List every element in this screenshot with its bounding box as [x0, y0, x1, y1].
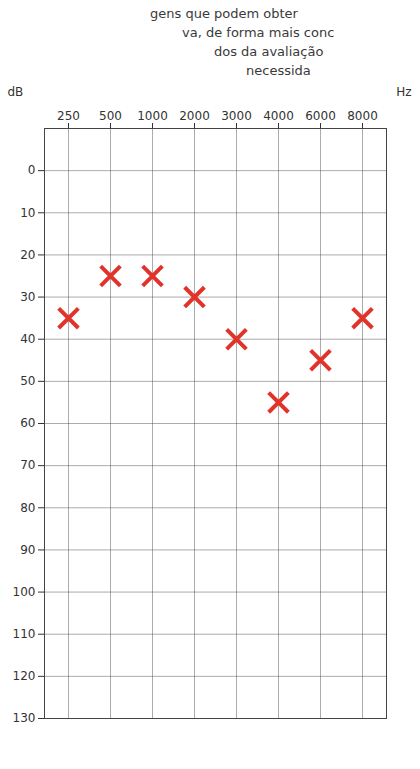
svg-text:6000: 6000	[305, 109, 336, 123]
svg-text:dB: dB	[8, 85, 24, 99]
html-text:gens que podem obter: gens que podem obter	[150, 6, 298, 21]
html-text:necessida: necessida	[246, 63, 311, 78]
svg-text:0: 0	[28, 163, 36, 177]
svg-text:30: 30	[20, 290, 35, 304]
svg-text:120: 120	[13, 669, 36, 683]
html-text:dos da avaliação: dos da avaliação	[214, 44, 324, 59]
html-text:va, de forma mais conc: va, de forma mais conc	[182, 25, 335, 40]
svg-text:80: 80	[20, 501, 35, 515]
svg-text:50: 50	[20, 374, 35, 388]
svg-text:Hz: Hz	[396, 85, 411, 99]
svg-text:60: 60	[20, 416, 35, 430]
svg-text:130: 130	[13, 711, 36, 725]
svg-text:40: 40	[20, 332, 35, 346]
svg-text:1000: 1000	[137, 109, 168, 123]
svg-text:4000: 4000	[263, 109, 294, 123]
svg-text:70: 70	[20, 458, 35, 472]
svg-text:250: 250	[57, 109, 80, 123]
svg-text:100: 100	[13, 585, 36, 599]
svg-text:8000: 8000	[347, 109, 378, 123]
svg-text:500: 500	[99, 109, 122, 123]
svg-text:20: 20	[20, 248, 35, 262]
svg-text:90: 90	[20, 543, 35, 557]
svg-text:110: 110	[13, 627, 36, 641]
svg-text:10: 10	[20, 206, 35, 220]
svg-text:2000: 2000	[179, 109, 210, 123]
svg-text:3000: 3000	[221, 109, 252, 123]
